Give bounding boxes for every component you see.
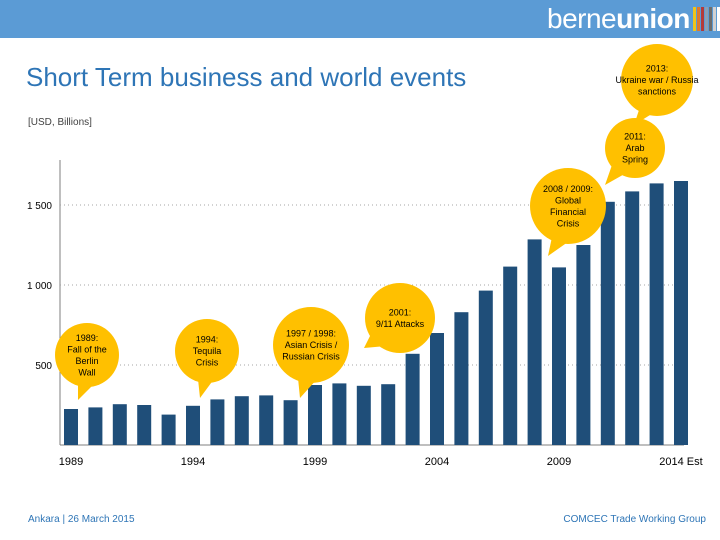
bar xyxy=(308,385,322,445)
callout-bubble xyxy=(175,319,239,383)
callout-text: 9/11 Attacks xyxy=(376,319,425,329)
callout-text: Crisis xyxy=(196,358,219,368)
logo-bar xyxy=(716,7,720,31)
bar xyxy=(527,239,542,445)
callout-text: 2008 / 2009: xyxy=(543,184,593,194)
callout-text: Crisis xyxy=(557,218,580,228)
bar xyxy=(674,181,688,445)
bar xyxy=(112,404,127,445)
callout-text: Asian Crisis / xyxy=(285,340,338,350)
berne-union-logo: berneunion xyxy=(547,2,720,36)
logo-bar xyxy=(712,7,716,31)
bar xyxy=(478,290,493,445)
callout-text: sanctions xyxy=(638,87,677,97)
callout-bubble xyxy=(621,44,693,116)
logo-color-bars xyxy=(692,7,720,31)
bar xyxy=(88,407,103,445)
y-tick-label: 500 xyxy=(35,361,52,372)
logo-text: berneunion xyxy=(547,3,690,34)
callout-text: Russian Crisis xyxy=(282,352,340,362)
bar xyxy=(625,191,640,445)
x-tick-label: 2014 Est xyxy=(659,456,702,468)
callout-tail xyxy=(198,379,214,398)
x-tick-label: 2009 xyxy=(547,456,571,468)
bar xyxy=(234,396,249,445)
callout-text: Ukraine war / Russia xyxy=(615,75,698,85)
slide-title: Short Term business and world events xyxy=(26,62,467,92)
logo-bar xyxy=(696,7,700,31)
logo-bar xyxy=(692,7,696,31)
footer-location-date: Ankara | 26 March 2015 xyxy=(28,514,135,525)
x-tick-label: 1994 xyxy=(181,456,205,468)
unit-label: [USD, Billions] xyxy=(28,117,92,128)
bar xyxy=(356,385,371,445)
x-tick-label: 2004 xyxy=(425,456,449,468)
callout-text: Fall of the xyxy=(67,344,107,354)
bar xyxy=(64,409,78,445)
bar xyxy=(600,201,615,445)
callout-text: Global xyxy=(555,195,581,205)
bar xyxy=(137,405,152,445)
y-tick-label: 1 500 xyxy=(27,201,52,212)
bar xyxy=(332,383,347,445)
bar xyxy=(259,395,274,445)
callout-bubble xyxy=(365,283,435,353)
callout-text: 2001: xyxy=(389,307,412,317)
callout-text: 2013: xyxy=(646,64,669,74)
bar xyxy=(186,405,200,445)
callout-text: Tequila xyxy=(193,346,222,356)
callout-text: 1994: xyxy=(196,335,219,345)
logo-bar xyxy=(704,7,708,31)
x-tick-label: 1989 xyxy=(59,456,83,468)
bar xyxy=(503,266,518,445)
callout-text: 1997 / 1998: xyxy=(286,329,336,339)
callout-bubble xyxy=(605,118,665,178)
bar xyxy=(454,312,469,445)
callout-text: Berlin xyxy=(75,356,98,366)
callout-bubble xyxy=(530,168,606,244)
callout-bubble xyxy=(55,323,119,387)
callout-tail xyxy=(78,383,95,400)
bar xyxy=(576,245,591,445)
x-tick-label: 1999 xyxy=(303,456,327,468)
bar xyxy=(405,353,420,445)
bar xyxy=(381,384,396,445)
callout-text: Wall xyxy=(78,367,95,377)
bar xyxy=(649,183,664,445)
callout-text: Financial xyxy=(550,207,586,217)
bar xyxy=(161,414,176,445)
callout-text: 1989: xyxy=(76,333,99,343)
header-bar: berneunion xyxy=(0,0,720,38)
footer-event-name: COMCEC Trade Working Group xyxy=(563,514,706,525)
bar xyxy=(430,333,444,445)
bar xyxy=(552,267,566,445)
callout-bubble xyxy=(273,307,349,383)
logo-bar xyxy=(708,7,712,31)
bar xyxy=(283,400,298,445)
callout-text: Arab xyxy=(625,143,644,153)
y-tick-label: 1 000 xyxy=(27,281,52,292)
callout-text: Spring xyxy=(622,155,648,165)
callout-tail xyxy=(298,378,318,398)
callout-text: 2011: xyxy=(624,132,646,142)
logo-bar xyxy=(700,7,704,31)
bar xyxy=(210,399,225,445)
